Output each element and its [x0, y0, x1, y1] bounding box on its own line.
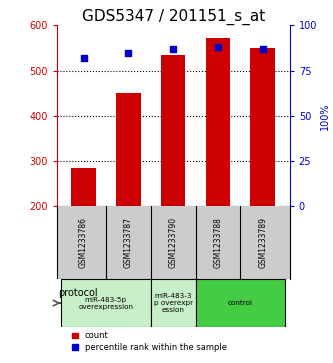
- Bar: [250, 48, 275, 207]
- Text: GSM1233789: GSM1233789: [258, 217, 267, 268]
- Title: GDS5347 / 201151_s_at: GDS5347 / 201151_s_at: [82, 9, 265, 25]
- Text: GSM1233788: GSM1233788: [213, 217, 222, 268]
- Point: [170, 46, 176, 52]
- Text: miR-483-3
p overexpr
ession: miR-483-3 p overexpr ession: [154, 293, 193, 313]
- Point: [81, 55, 86, 61]
- Point: [126, 50, 131, 56]
- Text: GSM1233786: GSM1233786: [79, 217, 88, 268]
- Text: GSM1233790: GSM1233790: [168, 217, 178, 268]
- Bar: [206, 38, 230, 207]
- Text: miR-483-5p
overexpression: miR-483-5p overexpression: [78, 297, 134, 310]
- Bar: [161, 55, 185, 207]
- Text: GSM1233787: GSM1233787: [124, 217, 133, 268]
- FancyBboxPatch shape: [195, 279, 285, 327]
- Legend: count, percentile rank within the sample: count, percentile rank within the sample: [73, 331, 227, 352]
- Bar: [71, 168, 96, 207]
- Point: [215, 44, 221, 50]
- FancyBboxPatch shape: [151, 279, 195, 327]
- Text: control: control: [228, 300, 253, 306]
- Text: protocol: protocol: [58, 288, 98, 298]
- FancyBboxPatch shape: [61, 279, 151, 327]
- Point: [260, 46, 265, 52]
- Bar: [116, 93, 141, 207]
- Y-axis label: 100%: 100%: [320, 102, 330, 130]
